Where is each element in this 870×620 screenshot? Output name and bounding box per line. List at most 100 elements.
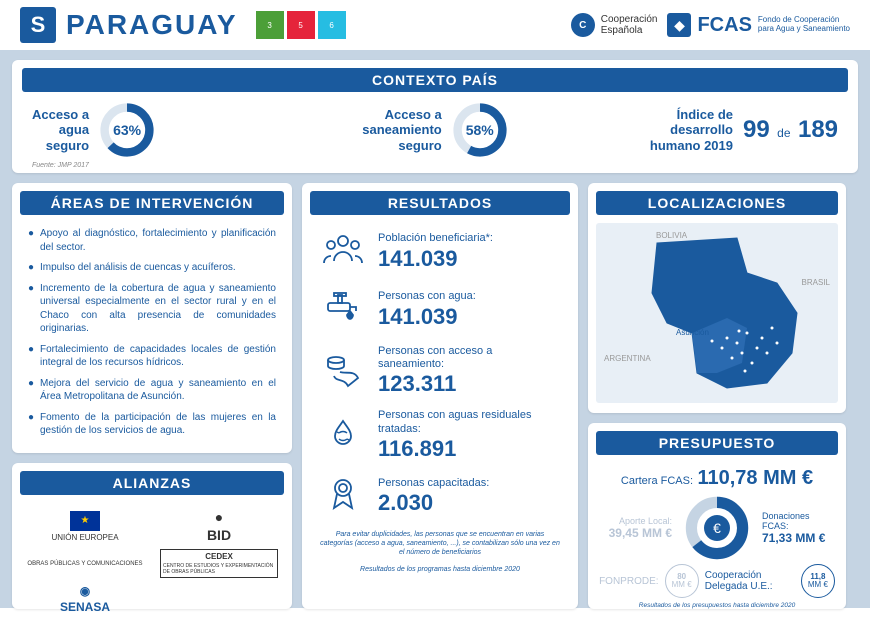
water-pct: 63%	[113, 122, 141, 138]
areas-title: ÁREAS DE INTERVENCIÓN	[20, 191, 284, 215]
result-beneficiaries: Población beneficiaria*:141.039	[310, 223, 570, 281]
areas-list: Apoyo al diagnóstico, fortalecimiento y …	[20, 223, 284, 449]
result-trained: Personas capacitadas:2.030	[310, 468, 570, 526]
result-value: 123.311	[378, 371, 560, 397]
country-logo-icon: S	[20, 7, 56, 43]
mopc-label: OBRAS PÚBLICAS Y COMUNICACIONES	[27, 561, 142, 567]
result-label: Personas capacitadas:	[378, 477, 489, 490]
resultados-title: RESULTADOS	[310, 191, 570, 215]
result-sanitation: Personas con acceso a saneamiento:123.31…	[310, 339, 570, 403]
cedex-logo: CEDEXCENTRO DE ESTUDIOS Y EXPERIMENTACIÓ…	[160, 549, 278, 578]
sdg-3-icon: 3	[256, 11, 284, 39]
fonprode-circle: 80MM €	[665, 564, 699, 598]
fcas-logo: ◆ FCAS Fondo de Cooperación para Agua y …	[667, 13, 850, 37]
map-argentina: ARGENTINA	[604, 354, 651, 363]
water-donut: 63%	[99, 102, 155, 158]
bid-logo: ●BID	[160, 509, 278, 543]
fcas-text: FCAS	[697, 14, 751, 37]
donaciones-fcas: Donaciones FCAS: 71,33 MM €	[762, 511, 832, 545]
people-icon	[320, 229, 366, 275]
budget-donut: €	[685, 496, 749, 560]
eu-label: UNIÓN EUROPEA	[51, 533, 118, 542]
hdi-label: Índice de desarrollo humano 2019	[650, 107, 733, 154]
results-note-1: Para evitar duplicidades, las personas q…	[310, 526, 570, 561]
trained-icon	[320, 474, 366, 520]
map-asuncion: Asunción	[676, 328, 709, 337]
context-water: Acceso a agua seguro 63%	[32, 102, 276, 158]
fcas-drop-icon: ◆	[667, 13, 691, 37]
hdi-de: de	[777, 126, 790, 140]
aporte-value: 39,45 MM €	[602, 526, 672, 540]
fcas-sub-2: para Agua y Saneamiento	[758, 25, 850, 34]
paraguay-map: BOLIVIA BRASIL ARGENTINA Asunción	[596, 223, 838, 403]
cooperacion-icon: C	[571, 13, 595, 37]
aporte-label: Aporte Local:	[602, 516, 672, 526]
context-title: CONTEXTO PAÍS	[22, 68, 848, 92]
sdg-icons: 3 5 6	[256, 11, 346, 39]
sdg-5-icon: 5	[287, 11, 315, 39]
area-item: Fortalecimiento de capacidades locales d…	[28, 343, 276, 370]
header: S PARAGUAY 3 5 6 C Cooperación Española …	[0, 0, 870, 50]
country-title: PARAGUAY	[66, 9, 238, 41]
alianzas-panel: ALIANZAS ★UNIÓN EUROPEA ●BID OBRAS PÚBLI…	[12, 463, 292, 609]
tap-icon	[320, 287, 366, 333]
sdg-6-icon: 6	[318, 11, 346, 39]
result-water: Personas con agua:141.039	[310, 281, 570, 339]
result-value: 141.039	[378, 304, 476, 330]
bid-label: BID	[207, 527, 231, 543]
sewage-icon	[320, 348, 366, 394]
localizaciones-title: LOCALIZACIONES	[596, 191, 838, 215]
localizaciones-panel: LOCALIZACIONES BOLIVIA BRASIL ARGENTINA …	[588, 183, 846, 413]
recycle-water-icon	[320, 413, 366, 459]
context-hdi: Índice de desarrollo humano 2019 99 de 1…	[594, 107, 838, 154]
fonprode-label: FONPRODE:	[599, 576, 658, 587]
coop-label-1: Cooperación	[601, 14, 658, 25]
result-value: 141.039	[378, 246, 493, 272]
results-note-2: Resultados de los programas hasta diciem…	[310, 561, 570, 578]
result-label: Personas con acceso a saneamiento:	[378, 345, 560, 371]
result-label: Población beneficiaria*:	[378, 232, 493, 245]
context-source: Fuente: JMP 2017	[12, 162, 858, 169]
result-value: 2.030	[378, 490, 489, 516]
area-item: Impulso del análisis de cuencas y acuífe…	[28, 261, 276, 275]
cartera-label: Cartera FCAS:	[621, 475, 693, 487]
coop-label-2: Española	[601, 25, 658, 36]
cedex-label: CEDEX	[205, 552, 233, 561]
coop-ue-label: Cooperación Delegada U.E.:	[705, 570, 795, 592]
cooperacion-logo: C Cooperación Española	[571, 13, 658, 37]
area-item: Mejora del servicio de agua y saneamient…	[28, 377, 276, 404]
coop-unit: MM €	[808, 581, 828, 589]
presupuesto-panel: PRESUPUESTO Cartera FCAS: 110,78 MM € Ap…	[588, 423, 846, 609]
map-bolivia: BOLIVIA	[656, 231, 687, 240]
area-item: Apoyo al diagnóstico, fortalecimiento y …	[28, 227, 276, 254]
context-sanitation: Acceso a saneamiento seguro 58%	[276, 102, 594, 158]
area-item: Incremento de la cobertura de agua y san…	[28, 282, 276, 336]
eu-logo: ★UNIÓN EUROPEA	[26, 511, 144, 542]
result-label: Personas con aguas residuales tratadas:	[378, 409, 560, 435]
presupuesto-title: PRESUPUESTO	[596, 431, 838, 455]
result-value: 116.891	[378, 436, 560, 462]
coop-ue-circle: 11,8MM €	[801, 564, 835, 598]
context-panel: CONTEXTO PAÍS Acceso a agua seguro 63% A…	[12, 60, 858, 173]
mopc-logo: OBRAS PÚBLICAS Y COMUNICACIONES	[26, 561, 144, 567]
donaciones-label: Donaciones FCAS:	[762, 511, 832, 531]
san-pct: 58%	[466, 122, 494, 138]
donaciones-value: 71,33 MM €	[762, 531, 832, 545]
result-treated: Personas con aguas residuales tratadas:1…	[310, 403, 570, 467]
san-label: Acceso a saneamiento seguro	[362, 107, 441, 154]
alianzas-title: ALIANZAS	[20, 471, 284, 495]
senasa-logo: ◉SENASA	[26, 584, 144, 614]
aporte-local: Aporte Local: 39,45 MM €	[602, 516, 672, 540]
fonprode-unit: MM €	[672, 581, 692, 589]
cartera-value: 110,78 MM €	[697, 467, 813, 489]
map-brasil: BRASIL	[802, 278, 830, 287]
result-label: Personas con agua:	[378, 290, 476, 303]
resultados-panel: RESULTADOS Población beneficiaria*:141.0…	[302, 183, 578, 609]
area-item: Fomento de la participación de las mujer…	[28, 411, 276, 438]
senasa-label: SENASA	[60, 600, 110, 614]
areas-panel: ÁREAS DE INTERVENCIÓN Apoyo al diagnósti…	[12, 183, 292, 453]
hdi-rank: 99	[743, 116, 770, 143]
euro-icon: €	[704, 515, 730, 541]
san-donut: 58%	[452, 102, 508, 158]
water-label: Acceso a agua seguro	[32, 107, 89, 154]
